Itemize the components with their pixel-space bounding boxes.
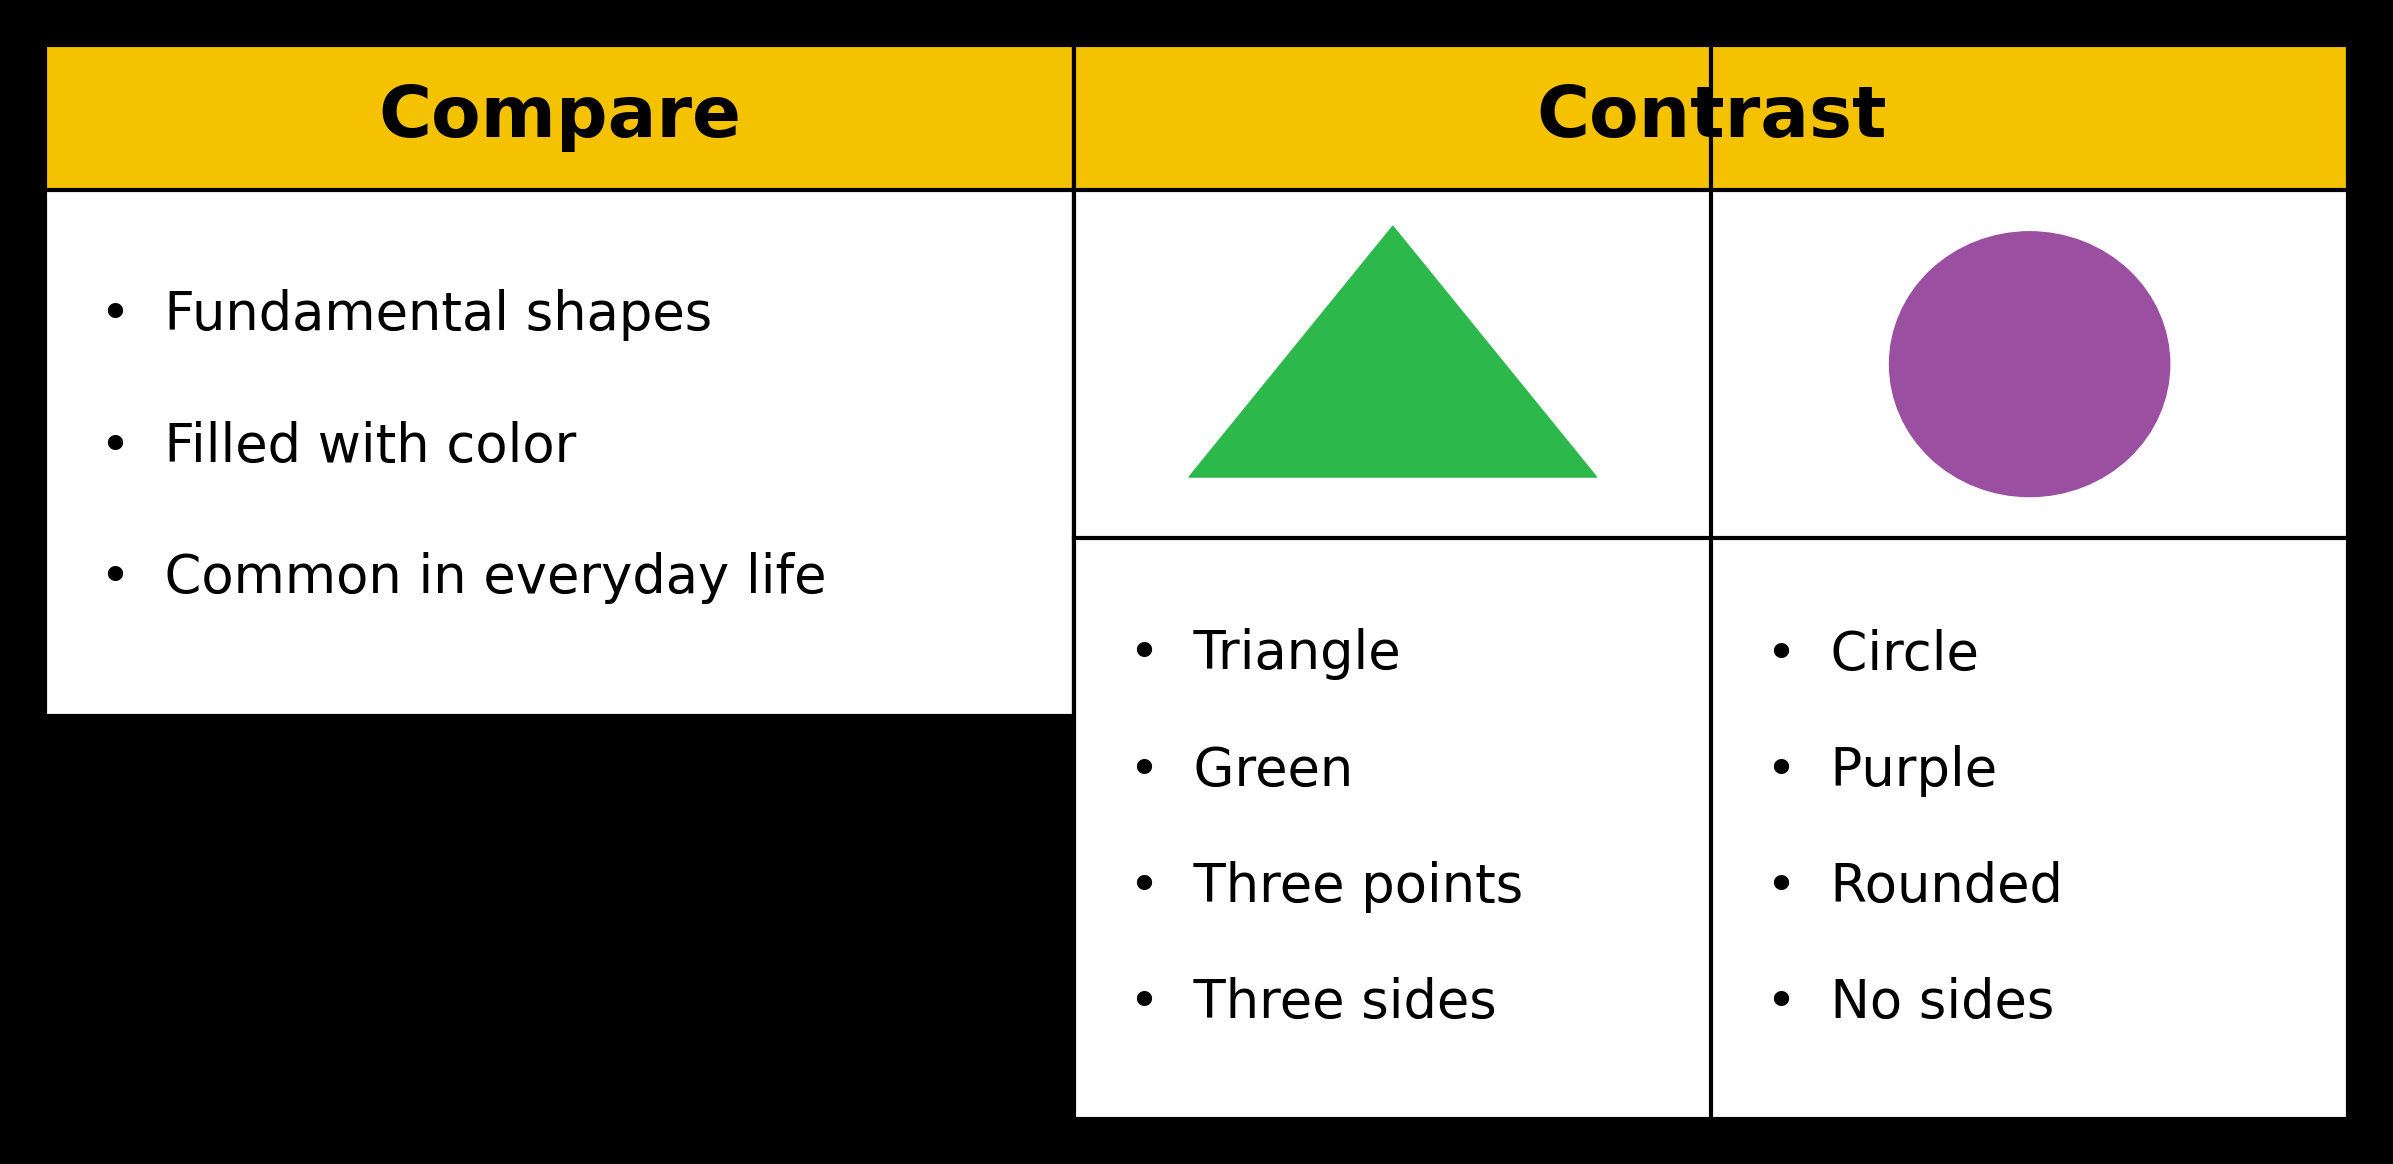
Text: •  Filled with color: • Filled with color [101,420,577,473]
Polygon shape [1189,226,1596,477]
Text: •  Circle: • Circle [1766,629,1979,681]
Text: •  Green: • Green [1129,745,1354,796]
Ellipse shape [1890,232,2170,497]
Bar [1074,45,2348,1119]
Text: •  Fundamental shapes: • Fundamental shapes [101,289,713,341]
Text: Contrast: Contrast [1536,83,1886,152]
Bar [45,45,1074,716]
Bar [1074,45,2348,190]
Text: •  Rounded: • Rounded [1766,860,2063,913]
Text: •  Purple: • Purple [1766,745,1998,796]
Text: •  Three sides: • Three sides [1129,977,1498,1029]
Text: •  Three points: • Three points [1129,860,1524,913]
Text: Compare: Compare [378,83,742,152]
Text: •  No sides: • No sides [1766,977,2056,1029]
Text: •  Common in everyday life: • Common in everyday life [101,552,826,604]
Bar [45,45,1074,190]
Text: •  Triangle: • Triangle [1129,629,1400,681]
